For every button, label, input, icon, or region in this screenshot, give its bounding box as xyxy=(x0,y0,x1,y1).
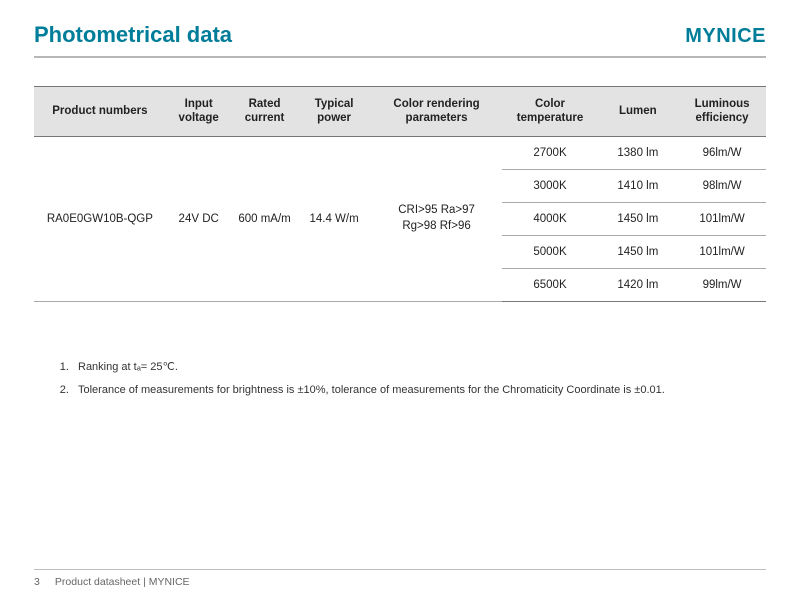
brand-logo: MYNICE xyxy=(685,25,766,48)
note-item: Tolerance of measurements for brightness… xyxy=(72,379,766,402)
col-input-voltage: Input voltage xyxy=(166,87,232,137)
cell-lumen: 1380 lm xyxy=(598,136,679,169)
cell-lumen: 1410 lm xyxy=(598,169,679,202)
cell-typical-power: 14.4 W/m xyxy=(298,136,371,301)
table-header-row: Product numbers Input voltage Rated curr… xyxy=(34,87,766,137)
notes-section: Ranking at tₐ= 25℃. Tolerance of measure… xyxy=(34,356,766,403)
cell-efficiency: 96lm/W xyxy=(678,136,766,169)
cell-lumen: 1420 lm xyxy=(598,268,679,301)
cell-product-number: RA0E0GW10B-QGP xyxy=(34,136,166,301)
page-title: Photometrical data xyxy=(34,22,232,48)
footer-label: Product datasheet | MYNICE xyxy=(55,576,190,588)
col-product-numbers: Product numbers xyxy=(34,87,166,137)
page-number: 3 xyxy=(34,576,52,588)
cell-efficiency: 101lm/W xyxy=(678,202,766,235)
cell-lumen: 1450 lm xyxy=(598,235,679,268)
cell-lumen: 1450 lm xyxy=(598,202,679,235)
page-footer: 3 Product datasheet | MYNICE xyxy=(0,569,800,588)
col-lumen: Lumen xyxy=(598,87,679,137)
cell-color-temp: 2700K xyxy=(502,136,597,169)
col-typical-power: Typical power xyxy=(298,87,371,137)
note-item: Ranking at tₐ= 25℃. xyxy=(72,356,766,379)
cell-cri: CRI>95 Ra>97 Rg>98 Rf>96 xyxy=(371,136,503,301)
cri-line2: Rg>98 Rf>96 xyxy=(377,219,497,235)
col-efficiency: Luminous efficiency xyxy=(678,87,766,137)
photometrical-table: Product numbers Input voltage Rated curr… xyxy=(34,86,766,302)
col-rated-current: Rated current xyxy=(232,87,298,137)
table-row: RA0E0GW10B-QGP 24V DC 600 mA/m 14.4 W/m … xyxy=(34,136,766,169)
divider xyxy=(34,56,766,58)
cell-color-temp: 3000K xyxy=(502,169,597,202)
cri-line1: CRI>95 Ra>97 xyxy=(377,203,497,219)
cell-input-voltage: 24V DC xyxy=(166,136,232,301)
cell-efficiency: 99lm/W xyxy=(678,268,766,301)
cell-color-temp: 5000K xyxy=(502,235,597,268)
cell-color-temp: 6500K xyxy=(502,268,597,301)
cell-rated-current: 600 mA/m xyxy=(232,136,298,301)
cell-efficiency: 101lm/W xyxy=(678,235,766,268)
cell-efficiency: 98lm/W xyxy=(678,169,766,202)
col-cri: Color rendering parameters xyxy=(371,87,503,137)
col-color-temp: Color temperature xyxy=(502,87,597,137)
footer-divider xyxy=(34,569,766,570)
cell-color-temp: 4000K xyxy=(502,202,597,235)
